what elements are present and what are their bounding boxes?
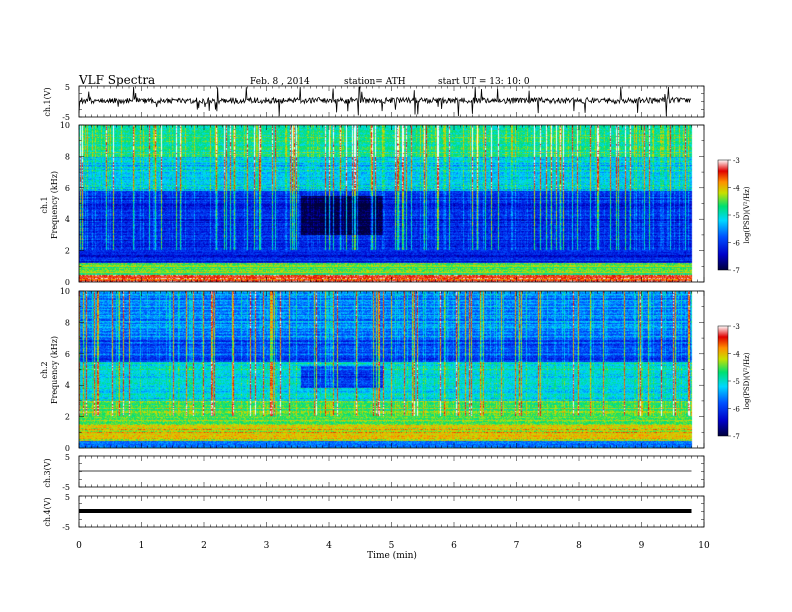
ch4-waveform-trace [79,509,692,513]
colorbar-tick-label: -5 [733,378,740,386]
date-label: Feb. 8 , 2014 [250,77,310,87]
colorbar-tick-label: -4 [733,185,740,193]
ch1-ytick-label: -5 [62,113,70,122]
colorbar-tick-label: -4 [733,351,740,359]
s1-ytick-label: 4 [65,215,70,224]
ch2-spectrogram-image [79,291,704,448]
s1-ytick-label: 8 [65,152,70,161]
x-tick-label: 2 [201,541,207,551]
x-tick-label: 8 [576,541,582,551]
x-tick-label: 6 [451,541,457,551]
x-tick-label: 7 [514,541,520,551]
ch3-ytick-label: 5 [65,453,70,462]
ch2-spectrogram-ylabel: Frequency (kHz) [50,336,59,404]
ch2-spectrogram-ylabel-channel: ch.2 [40,361,49,378]
s2-ytick-label: 0 [65,444,70,453]
s2-ytick-label: 6 [65,350,70,359]
colorbar-tick-label: -5 [733,212,740,220]
x-tick-label: 4 [326,541,332,551]
x-tick-label: 5 [389,541,395,551]
s2-ytick-label: 8 [65,318,70,327]
colorbar-tick-label: -7 [733,433,740,441]
ch2-colorbar-gradient [717,325,729,437]
ch1-colorbar: log(PSD)(V²/Hz) [717,159,751,271]
s1-ytick-label: 10 [60,121,70,130]
colorbar-tick-label: -6 [733,406,740,414]
colorbar-tick-label: -3 [733,323,740,331]
ch4-ytick-label: 5 [65,493,70,502]
ch3-ylabel: ch.3(V) [43,458,52,487]
ch1-spectrogram-ylabel-channel: ch.1 [40,196,49,213]
s1-ytick-label: 0 [65,278,70,287]
x-axis-label: Time (min) [367,550,417,561]
ch3-ytick-label: -5 [62,483,70,492]
ch1-colorbar-gradient [717,159,729,271]
ch2-colorbar: log(PSD)(V²/Hz) [717,325,751,437]
ch1-spectrogram-image [79,125,704,282]
ch1-waveform-panel [78,86,692,117]
ch4-ylabel: ch.4(V) [43,497,52,526]
s1-ytick-label: 6 [65,184,70,193]
ch1-colorbar-label: log(PSD)(V²/Hz) [743,186,751,243]
colorbar-tick-label: -7 [733,267,740,275]
ch4-waveform-panel [79,509,692,513]
station-label: station= ATH [344,77,406,87]
x-tick-label: 10 [698,541,710,551]
ch1-ytick-label: 5 [65,83,70,92]
ch2-spectrogram-panel [79,291,704,448]
colorbar-tick-label: -3 [733,157,740,165]
start-time-label: start UT = 13: 10: 0 [438,77,530,87]
x-tick-label: 1 [139,541,145,551]
ch1-spectrogram-panel [79,125,704,282]
x-tick-label: 0 [76,541,82,551]
x-tick-label: 3 [264,541,270,551]
colorbar-tick-label: -6 [733,240,740,248]
s2-ytick-label: 10 [60,287,70,296]
chart-title: VLF Spectra [79,73,156,87]
s1-ytick-label: 2 [65,247,70,256]
ch1-waveform-trace [78,86,692,117]
ch4-ytick-label: -5 [62,523,70,532]
s2-ytick-label: 4 [65,381,70,390]
ch2-colorbar-label: log(PSD)(V²/Hz) [743,352,751,409]
ch1-ylabel: ch.1(V) [43,87,52,116]
x-tick-label: 9 [639,541,645,551]
ch1-spectrogram-ylabel: Frequency (kHz) [50,171,59,239]
s2-ytick-label: 2 [65,413,70,422]
